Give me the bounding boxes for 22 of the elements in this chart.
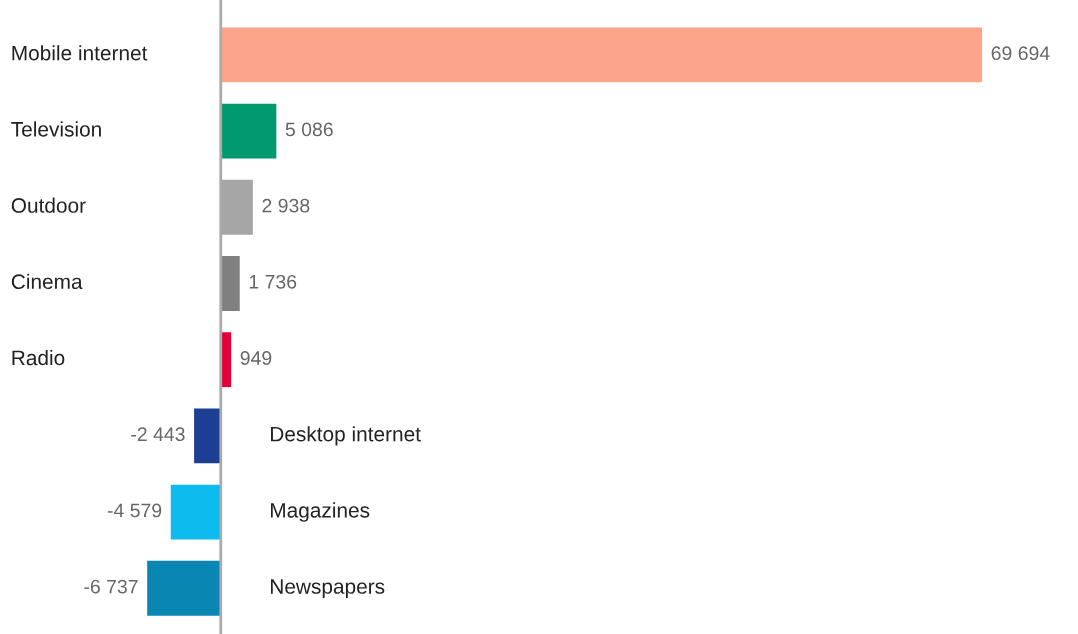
bar [220, 103, 277, 159]
bar [220, 256, 240, 311]
y-tick-label: Cinema [11, 273, 83, 290]
y-tick-label: Desktop internet [270, 426, 421, 446]
data-label: 69 694 [991, 46, 1050, 61]
y-tick-label: Outdoor [11, 197, 86, 213]
data-label: 949 [240, 351, 272, 365]
data-label: 5 086 [285, 122, 333, 137]
bar [147, 560, 221, 616]
data-label: -2 443 [131, 427, 185, 442]
data-label: -4 579 [107, 503, 162, 518]
data-label: -6 737 [84, 579, 138, 594]
y-tick-label: Magazines [270, 502, 370, 522]
bar [170, 484, 221, 540]
y-tick-label: Television [11, 121, 101, 137]
y-tick-label: Mobile internet [12, 45, 148, 61]
data-label: 2 938 [262, 198, 310, 213]
bar [194, 408, 221, 464]
bar [220, 27, 983, 83]
y-tick-label: Newspapers [270, 579, 385, 598]
y-tick-label: Radio [12, 349, 65, 366]
data-label: 1 736 [249, 274, 297, 289]
